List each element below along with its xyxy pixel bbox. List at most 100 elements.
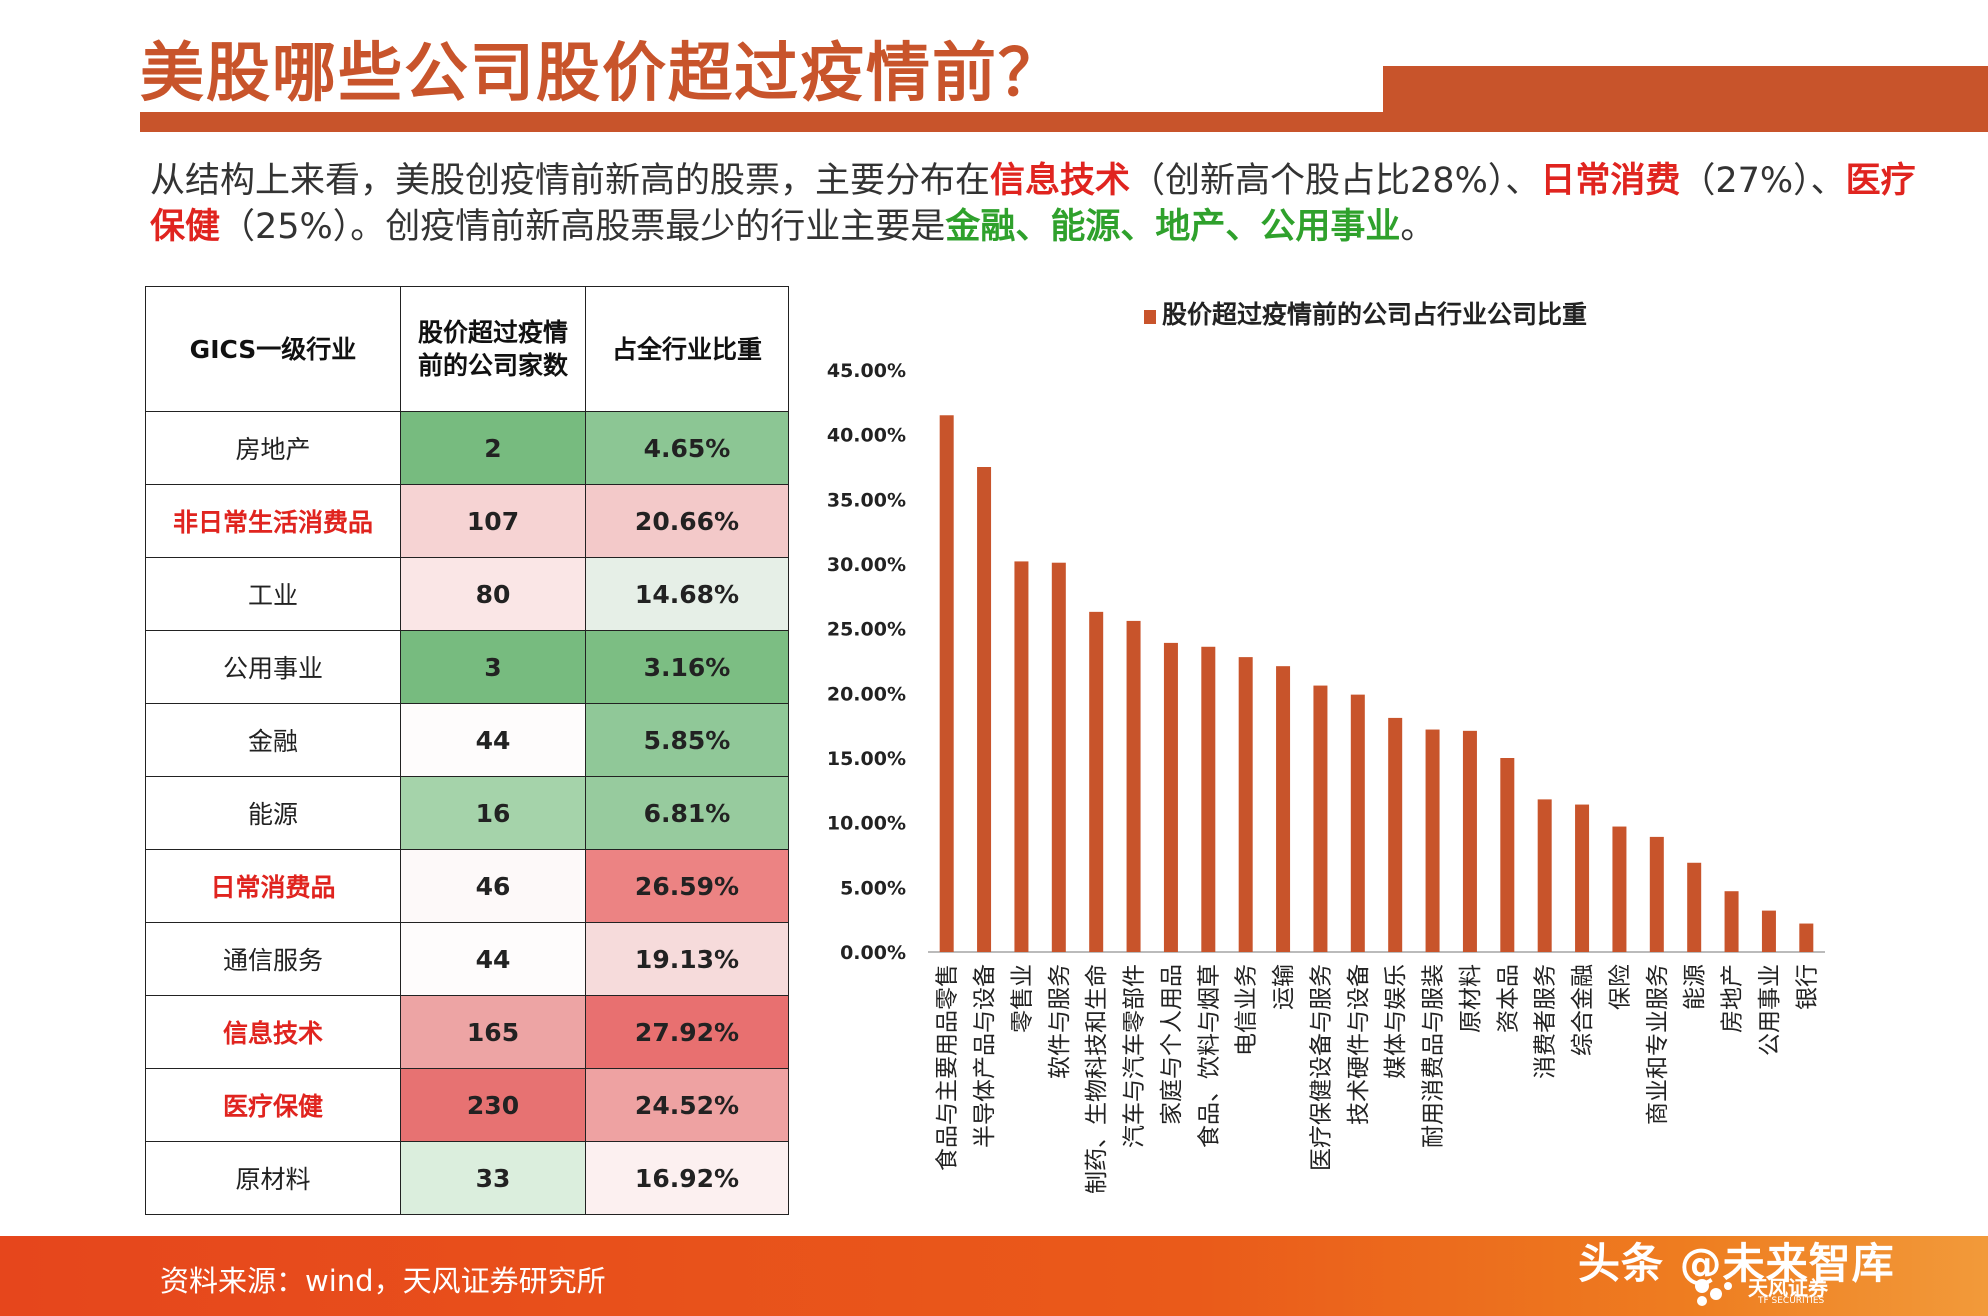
bar (1238, 657, 1253, 952)
cell-ratio: 19.13% (585, 922, 789, 996)
source-note: 资料来源：wind，天风证券研究所 (160, 1264, 606, 1298)
cell-ratio: 14.68% (585, 557, 789, 631)
cell-industry: 信息技术 (145, 995, 401, 1069)
intro-paragraph: 从结构上来看，美股创疫情前新高的股票，主要分布在信息技术（创新高个股占比28%）… (150, 158, 1930, 250)
cell-ratio: 3.16% (585, 630, 789, 704)
cell-ratio: 26.59% (585, 849, 789, 923)
bar (1350, 694, 1365, 952)
cell-count: 33 (400, 1141, 586, 1215)
table-header-row: GICS一级行业 股价超过疫情前的公司家数 占全行业比重 (145, 286, 789, 412)
bar (1537, 799, 1552, 952)
x-tick-label: 耐用消费品与服装 (1421, 964, 1447, 1148)
cell-count: 80 (400, 557, 586, 631)
x-tick-label: 半导体产品与设备 (972, 964, 998, 1148)
x-tick-label: 商业和专业服务 (1645, 964, 1671, 1125)
intro-highlight-it: 信息技术 (990, 161, 1131, 201)
legend-swatch (1144, 310, 1156, 324)
x-tick-label: 食品与主要用品零售 (935, 964, 961, 1171)
bar (1089, 611, 1104, 952)
cell-industry: 日常消费品 (145, 849, 401, 923)
cell-industry: 房地产 (145, 411, 401, 485)
table-row: 医疗保健 230 24.52% (145, 1068, 789, 1142)
cell-industry: 非日常生活消费品 (145, 484, 401, 558)
intro-text-5: 。 (1400, 207, 1436, 247)
bar-chart: 股价超过疫情前的公司占行业公司比重 0.00% 5.00% 10.00% 15.00% 2… (800, 290, 1960, 1234)
cell-industry: 公用事业 (145, 630, 401, 704)
x-tick-label: 制药、生物科技和生命 (1084, 964, 1110, 1194)
bar (1425, 729, 1440, 952)
bar (1388, 717, 1403, 952)
table-body: 房地产 2 4.65% 非日常生活消费品 107 20.66% 工业 80 14.68% 公用事业… (145, 411, 789, 1215)
logo-subtext: TF SECURITIES (1758, 1296, 1825, 1306)
y-tick-label: 35.00% (827, 489, 906, 511)
tf-logo-icon (1695, 1279, 1732, 1306)
bar (1500, 758, 1515, 952)
chart-svg: 股价超过疫情前的公司占行业公司比重 0.00% 5.00% 10.00% 15.00% 2… (827, 300, 1825, 1194)
x-tick-label: 能源 (1682, 964, 1708, 1010)
cell-ratio: 16.92% (585, 1141, 789, 1215)
x-tick-label: 家庭与个人用品 (1159, 964, 1185, 1125)
title-accent-block (1383, 66, 1988, 118)
legend-label: 股价超过疫情前的公司占行业公司比重 (1162, 300, 1587, 329)
cell-ratio: 5.85% (585, 703, 789, 777)
cell-ratio: 27.92% (585, 995, 789, 1069)
bar (1687, 862, 1702, 952)
y-tick-label: 20.00% (827, 683, 906, 705)
table-row: 非日常生活消费品 107 20.66% (145, 484, 789, 558)
cell-count: 165 (400, 995, 586, 1069)
x-tick-label: 技术硬件与设备 (1346, 964, 1372, 1125)
x-tick-label: 房地产 (1720, 964, 1746, 1033)
y-tick-label: 0.00% (840, 942, 906, 964)
header-count: 股价超过疫情前的公司家数 (400, 286, 586, 412)
table-row: 金融 44 5.85% (145, 703, 789, 777)
intro-text-3: （27%）、 (1680, 161, 1846, 201)
cell-industry: 能源 (145, 776, 401, 850)
cell-count: 16 (400, 776, 586, 850)
x-tick-label: 消费者服务 (1533, 964, 1559, 1079)
intro-highlight-sectors: 金融、能源、地产、公用事业 (945, 207, 1401, 247)
y-tick-label: 5.00% (840, 877, 906, 899)
intro-text-1: 从结构上来看，美股创疫情前新高的股票，主要分布在 (150, 161, 991, 201)
cell-count: 107 (400, 484, 586, 558)
bar (1724, 891, 1739, 952)
x-tick-label: 原材料 (1458, 964, 1484, 1033)
header-industry: GICS一级行业 (145, 286, 401, 412)
cell-count: 44 (400, 922, 586, 996)
page-title: 美股哪些公司股价超过疫情前？ (140, 37, 1064, 111)
bar (1163, 642, 1178, 952)
x-tick-label: 综合金融 (1570, 964, 1596, 1056)
intro-text-4: （25%）。创疫情前新高股票最少的行业主要是 (220, 207, 946, 247)
cell-count: 3 (400, 630, 586, 704)
intro-highlight-staples: 日常消费 (1540, 161, 1681, 201)
table-row: 日常消费品 46 26.59% (145, 849, 789, 923)
logo-text: 天风证券 (1748, 1276, 1828, 1300)
bar (1575, 804, 1590, 952)
bar (1612, 826, 1627, 952)
x-tick-label: 媒体与娱乐 (1383, 964, 1409, 1079)
cell-ratio: 20.66% (585, 484, 789, 558)
x-tick-label: 零售业 (1009, 964, 1035, 1033)
table-row: 原材料 33 16.92% (145, 1141, 789, 1215)
bar (1313, 685, 1328, 952)
bar (1462, 730, 1477, 952)
bar (977, 467, 992, 952)
x-tick-label: 汽车与汽车零部件 (1122, 964, 1148, 1148)
x-tick-label: 医疗保健设备与服务 (1308, 964, 1334, 1171)
y-tick-label: 25.00% (827, 619, 906, 641)
table-row: 能源 16 6.81% (145, 776, 789, 850)
bar (1201, 646, 1216, 952)
y-tick-label: 40.00% (827, 425, 906, 447)
y-tick-label: 30.00% (827, 554, 906, 576)
bar (1126, 620, 1141, 952)
x-tick-label: 食品、饮料与烟草 (1196, 964, 1222, 1148)
x-tick-label: 软件与服务 (1047, 964, 1073, 1079)
gics-table: GICS一级行业 股价超过疫情前的公司家数 占全行业比重 房地产 2 4.65% 非日… (145, 286, 789, 1215)
cell-count: 230 (400, 1068, 586, 1142)
cell-count: 44 (400, 703, 586, 777)
cell-ratio: 24.52% (585, 1068, 789, 1142)
cell-count: 46 (400, 849, 586, 923)
bar (1014, 561, 1029, 952)
watermark-brand: 头条 @未来智库 (1578, 1239, 1895, 1288)
x-tick-label: 公用事业 (1757, 964, 1783, 1056)
table-row: 信息技术 165 27.92% (145, 995, 789, 1069)
